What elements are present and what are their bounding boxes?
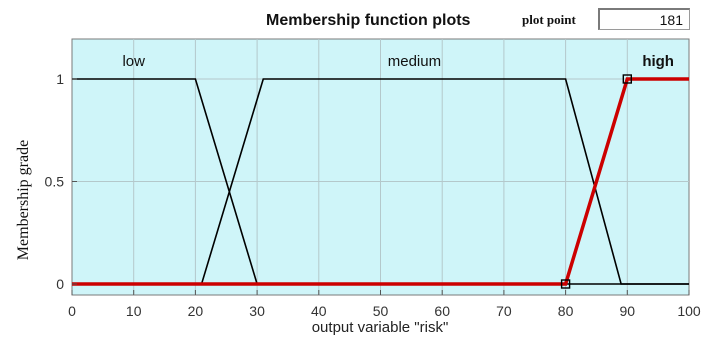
y-axis-label: Membership grade [15,140,32,260]
mf-handle[interactable] [622,74,632,84]
chart-title: Membership function plots [266,12,471,29]
x-tick-label: 70 [496,303,512,319]
mf-handle[interactable] [560,279,571,289]
x-tick-label: 80 [558,303,574,319]
x-tick-label: 50 [373,303,389,319]
y-tick-label: 0.5 [45,174,65,190]
mf-line-high[interactable] [72,77,689,286]
y-tick-label: 1 [56,71,64,87]
x-tick-label: 100 [677,303,701,319]
mf-label-medium: medium [388,53,441,70]
plot-point-label: plot point [522,12,576,27]
mf-label-high: high [642,53,674,70]
x-tick-label: 10 [126,303,142,319]
x-tick-label: 30 [249,303,265,319]
y-tick-label: 0 [56,276,64,292]
x-tick-label: 60 [434,303,450,319]
x-axis-label: output variable "risk" [312,319,449,336]
x-tick-label: 0 [68,303,76,319]
mf-label-low: low [122,53,145,70]
x-tick-label: 40 [311,303,327,319]
plot-point-input[interactable] [598,8,690,30]
x-tick-label: 20 [188,303,204,319]
x-tick-label: 90 [620,303,636,319]
